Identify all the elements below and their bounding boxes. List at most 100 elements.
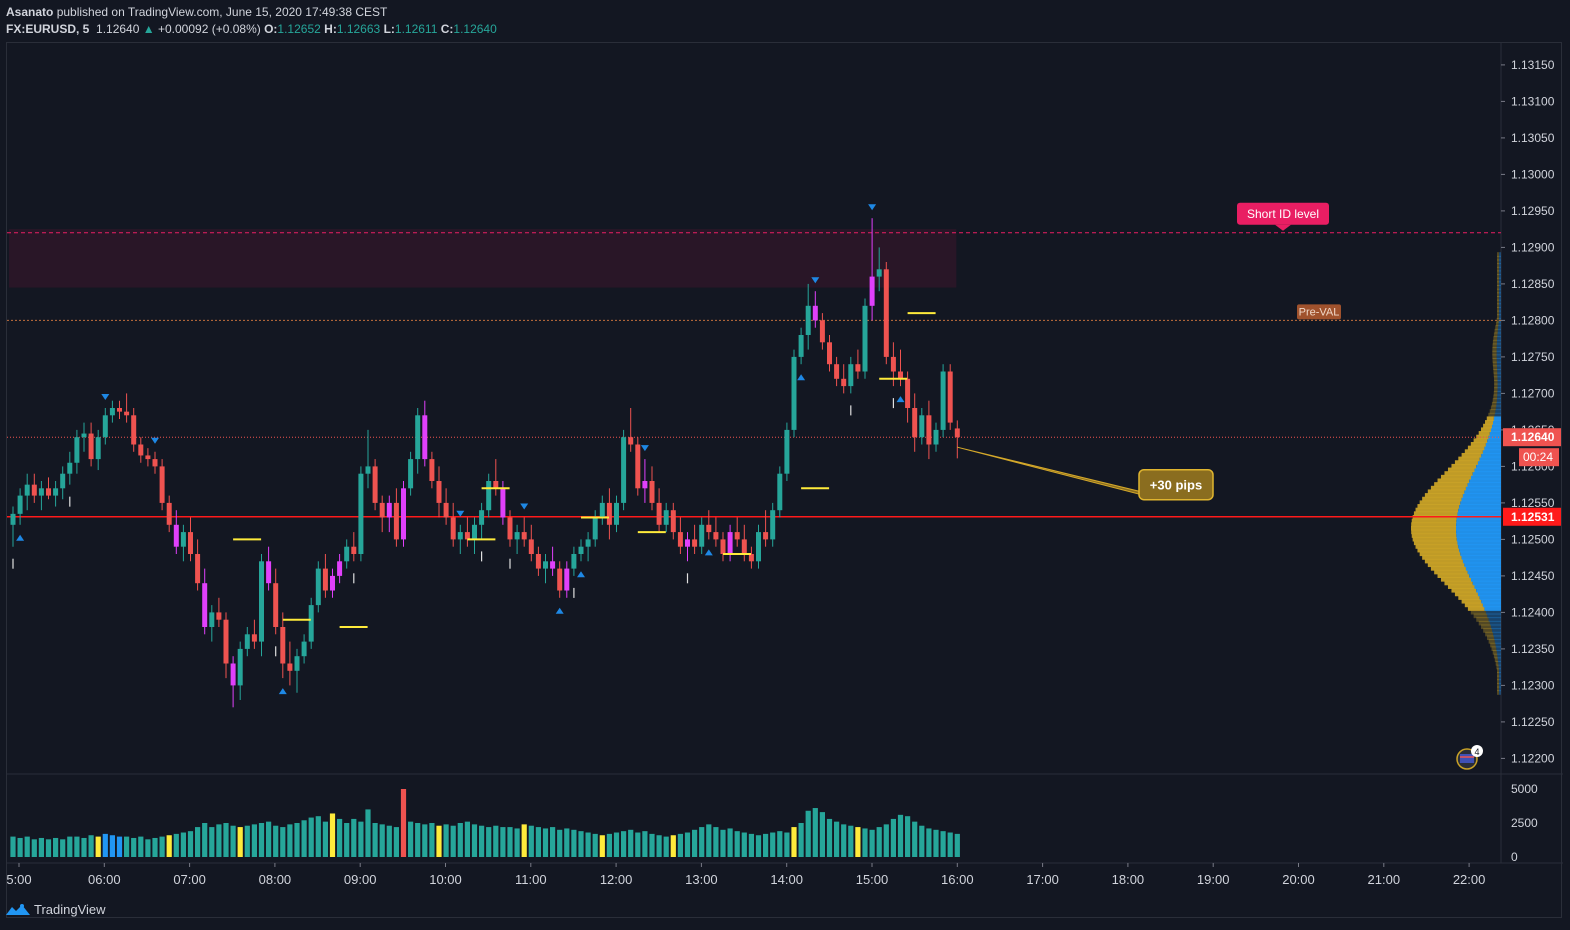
badge-count-bg bbox=[1471, 745, 1483, 757]
volume-bar bbox=[642, 831, 648, 857]
candle-body bbox=[315, 568, 321, 606]
symbol-name[interactable]: FX:EURUSD, 5 bbox=[6, 22, 90, 36]
vp-bar-blue bbox=[1497, 365, 1501, 370]
candle-body bbox=[209, 612, 215, 627]
volume-bar bbox=[812, 808, 818, 857]
vp-bar-blue bbox=[1485, 442, 1501, 447]
candle-body bbox=[81, 433, 87, 438]
vp-bar-blue bbox=[1497, 328, 1501, 334]
vp-bar-gold bbox=[1417, 547, 1460, 553]
candle-body bbox=[606, 502, 612, 525]
vp-bar-gold bbox=[1495, 325, 1499, 330]
vp-bar-blue bbox=[1477, 460, 1501, 465]
vp-bar-gold bbox=[1493, 376, 1498, 381]
vp-bar-blue bbox=[1497, 376, 1501, 381]
volume-bar bbox=[365, 809, 371, 857]
vp-bar-gold bbox=[1470, 442, 1486, 447]
vp-bar-blue bbox=[1499, 668, 1501, 673]
candle-body bbox=[322, 568, 328, 591]
vp-bar-blue bbox=[1497, 387, 1501, 392]
short-zone bbox=[9, 229, 957, 288]
volume-bar bbox=[585, 832, 591, 857]
volume-bar bbox=[706, 824, 712, 857]
candle-body bbox=[422, 415, 428, 460]
volume-bar bbox=[216, 824, 222, 857]
candle-body bbox=[379, 502, 385, 518]
time-tick-label: 13:00 bbox=[685, 872, 718, 887]
candle-body bbox=[301, 641, 307, 657]
volume-bar bbox=[649, 833, 655, 857]
vp-bar-blue bbox=[1497, 653, 1501, 659]
candle-body bbox=[24, 484, 30, 496]
volume-bar bbox=[933, 829, 939, 857]
vp-bar-gold bbox=[1427, 562, 1465, 568]
vp-bar-gold bbox=[1497, 303, 1499, 308]
last-price: 1.12640 bbox=[96, 22, 140, 36]
candle-body bbox=[756, 532, 761, 562]
vp-bar-blue bbox=[1476, 588, 1501, 593]
vp-bar-gold bbox=[1427, 489, 1465, 495]
candle-body bbox=[117, 408, 122, 412]
vp-bar-blue bbox=[1498, 664, 1501, 670]
vp-bar-gold bbox=[1458, 595, 1480, 600]
volume-bar bbox=[464, 821, 470, 857]
candle-body bbox=[408, 459, 414, 489]
volume-bar bbox=[763, 833, 769, 857]
volume-bar bbox=[592, 833, 598, 857]
vp-bar-blue bbox=[1459, 504, 1501, 509]
volume-bar bbox=[940, 831, 946, 857]
vp-bar-blue bbox=[1495, 642, 1501, 648]
time-tick-label: 10:00 bbox=[429, 872, 462, 887]
price-chart[interactable]: Short ID level Pre-VAL 1.13150 1.13100 1.130… bbox=[7, 43, 1563, 919]
volume-bar bbox=[550, 827, 556, 857]
candle-body bbox=[486, 481, 492, 511]
candle-body bbox=[31, 484, 37, 496]
vp-bar-gold bbox=[1488, 412, 1495, 418]
vp-bar-gold bbox=[1411, 525, 1456, 531]
chart-frame[interactable]: Short ID level Pre-VAL 1.13150 1.13100 1.130… bbox=[6, 42, 1563, 919]
volume-bar bbox=[116, 836, 123, 857]
price-tick-label: 1.13150 bbox=[1511, 58, 1555, 72]
footer-brand: TradingView bbox=[34, 902, 106, 917]
vp-bar-gold bbox=[1492, 347, 1497, 352]
vp-bar-blue bbox=[1488, 617, 1501, 622]
publisher-name[interactable]: Asanato bbox=[6, 5, 54, 19]
volume-bar bbox=[542, 828, 549, 857]
candle-body bbox=[159, 466, 165, 503]
vp-bar-gold bbox=[1467, 445, 1485, 451]
volume-bar bbox=[606, 833, 612, 857]
up-triangle-icon bbox=[896, 396, 905, 403]
vp-bar-blue bbox=[1459, 547, 1501, 553]
vp-bar-gold bbox=[1490, 642, 1496, 648]
volume-bar bbox=[663, 836, 669, 857]
vp-bar-gold bbox=[1485, 631, 1494, 637]
vp-bar-gold bbox=[1495, 321, 1499, 327]
pre-val-label-bg bbox=[1297, 304, 1341, 320]
vp-bar-blue bbox=[1492, 423, 1501, 429]
tradingview-logo-icon[interactable] bbox=[6, 903, 30, 917]
time-tick-label: 14:00 bbox=[770, 872, 803, 887]
vp-bar-blue bbox=[1496, 398, 1501, 403]
candle-body bbox=[876, 269, 882, 277]
volume-bar bbox=[31, 839, 37, 857]
close-value: 1.12640 bbox=[453, 22, 497, 36]
candle-body bbox=[266, 561, 272, 584]
volume-bar bbox=[869, 829, 875, 857]
volume-bar bbox=[131, 837, 137, 857]
down-triangle-icon bbox=[520, 503, 529, 510]
candle-body bbox=[869, 276, 875, 306]
vp-bar-blue bbox=[1493, 631, 1501, 637]
volume-bar bbox=[237, 827, 243, 857]
volume-bar bbox=[408, 821, 414, 857]
vp-bar-blue bbox=[1496, 347, 1501, 352]
volume-bar bbox=[493, 825, 499, 857]
down-triangle-icon bbox=[640, 445, 649, 452]
vp-bar-blue bbox=[1499, 288, 1501, 294]
price-tick-label: 1.12250 bbox=[1511, 715, 1555, 729]
vp-bar-blue bbox=[1497, 332, 1501, 338]
vp-bar-blue bbox=[1470, 474, 1501, 480]
vp-bar-blue bbox=[1470, 577, 1501, 582]
volume-bar bbox=[74, 836, 80, 857]
vp-bar-blue bbox=[1456, 533, 1501, 538]
events-badge: 4 bbox=[1456, 745, 1483, 770]
